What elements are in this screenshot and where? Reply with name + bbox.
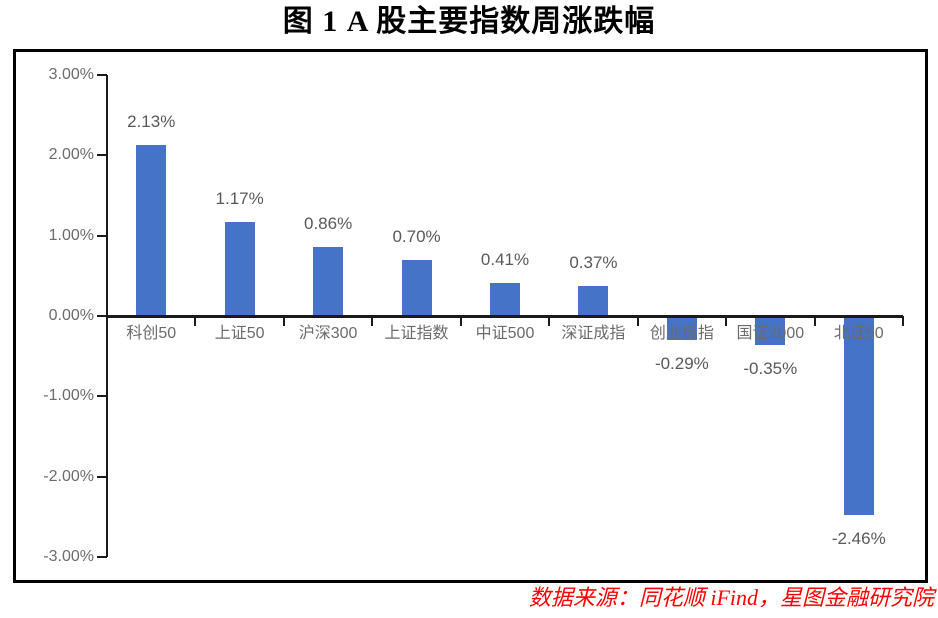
x-axis-category-label: 沪深300 [298,325,358,342]
y-axis-tick [97,475,107,478]
plot-area: 3.00% 2.00% 1.00% 0.00% -1.00% -2.00% -3.00% 科创… [16,52,925,580]
y-axis-tick-label: 3.00% [48,66,94,83]
x-axis-category-label: 中证500 [475,325,535,342]
chart-title: 图 1 A 股主要指数周涨跌幅 [282,5,656,38]
x-axis-tick [459,316,462,326]
bar [666,317,697,341]
bar [578,286,609,316]
y-axis-tick-label: -1.00% [43,387,94,405]
y-axis-tick [97,395,107,398]
bar-value-label: -0.35% [743,359,798,379]
y-axis-tick [97,154,107,157]
x-axis-category-label: 上证50 [214,325,265,342]
x-axis-category-label: 创业板指 [649,325,714,342]
x-axis-tick [194,316,197,326]
y-axis-tick-label: 2.00% [48,146,94,164]
x-axis-category-label: 国证2000 [736,325,805,342]
x-axis-tick [371,316,374,326]
bar-value-label: 0.70% [392,226,441,246]
x-axis-category-label: 科创50 [126,325,177,342]
x-axis-tick [636,316,639,326]
bar [843,317,874,515]
bar [313,246,344,316]
bar-value-label: 0.86% [304,213,353,233]
x-axis-category-label: 北证50 [833,325,884,342]
x-axis-tick [902,316,904,326]
bar [224,222,255,316]
x-axis-tick [725,316,728,326]
x-axis-tick [548,316,551,326]
bar [755,317,786,346]
bar [490,283,520,316]
x-axis-tick [813,316,816,326]
bar-value-label: -2.46% [831,528,886,548]
bar-value-label: -0.29% [654,354,709,374]
y-axis-tick [97,234,107,237]
chart-border-box: 3.00% 2.00% 1.00% 0.00% -1.00% -2.00% -3.00% 科创… [13,49,928,583]
bar-value-label: 2.13% [127,111,176,131]
y-axis-tick [97,555,107,558]
y-axis-tick-label: 1.00% [48,226,94,244]
y-axis-tick [97,74,107,76]
y-axis-tick-label: -2.00% [43,467,94,485]
bar [401,259,432,316]
x-axis-tick [282,316,285,326]
y-axis-tick [97,315,107,317]
bar-value-label: 0.37% [569,253,618,273]
bar-value-label: 0.41% [480,250,530,270]
y-axis-tick-label: 0.00% [48,307,94,324]
x-axis-tick [106,316,108,326]
bar [136,144,167,316]
x-axis-category-label: 深证成指 [561,325,626,342]
data-source-note: 数据来源：同花顺 iFind，星图金融研究院 [528,585,934,610]
x-axis-category-label: 上证指数 [384,325,449,342]
bar-value-label: 1.17% [215,189,264,208]
y-axis-tick-label: -3.00% [43,547,94,565]
x-axis-line [106,314,903,318]
